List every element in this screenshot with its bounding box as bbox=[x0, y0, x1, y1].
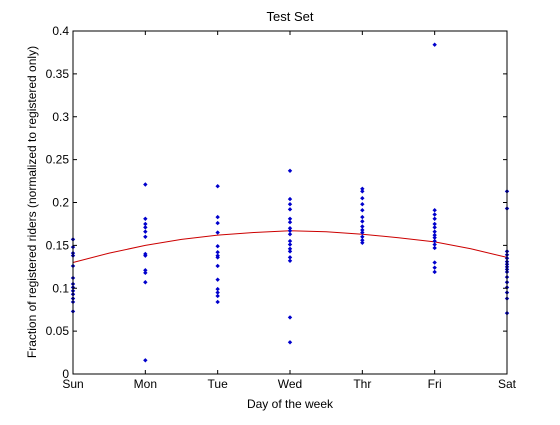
x-tick-label: Wed bbox=[278, 377, 302, 391]
data-point bbox=[287, 168, 293, 173]
data-point bbox=[215, 299, 220, 305]
data-point bbox=[360, 240, 365, 246]
data-point bbox=[143, 253, 148, 258]
y-tick-label: 0.2 bbox=[52, 196, 69, 210]
axes-layer: Sun Mon Tue Wed Thr Fri Sat 0 0.05 0.1 0.15 0.2 0.25… bbox=[46, 24, 517, 391]
data-point bbox=[432, 245, 437, 251]
y-tick-label: 0.4 bbox=[52, 24, 69, 38]
data-point bbox=[287, 255, 293, 260]
data-point bbox=[215, 250, 220, 255]
data-point bbox=[143, 358, 148, 363]
data-point bbox=[432, 238, 437, 244]
data-point bbox=[287, 216, 293, 221]
data-point bbox=[143, 234, 148, 239]
data-point bbox=[215, 286, 220, 292]
data-point bbox=[432, 216, 437, 221]
data-point bbox=[432, 232, 437, 238]
data-point bbox=[143, 280, 148, 285]
data-point bbox=[287, 315, 293, 320]
data-point bbox=[215, 230, 220, 235]
data-point bbox=[287, 238, 293, 244]
y-tick-label: 0.25 bbox=[46, 153, 70, 167]
data-point bbox=[432, 269, 437, 275]
data-point bbox=[432, 225, 437, 230]
y-tick-label: 0.1 bbox=[52, 281, 69, 295]
data-point bbox=[287, 196, 293, 202]
data-point bbox=[287, 202, 293, 207]
data-point bbox=[360, 234, 365, 239]
x-tick-label: Thr bbox=[353, 377, 371, 391]
data-point bbox=[360, 224, 365, 229]
data-point bbox=[360, 214, 365, 220]
chart-title: Test Set bbox=[267, 9, 314, 24]
data-point bbox=[215, 277, 220, 282]
data-point bbox=[287, 228, 293, 233]
data-point bbox=[360, 208, 365, 213]
data-point bbox=[360, 227, 365, 233]
data-point bbox=[360, 230, 365, 235]
data-point bbox=[287, 242, 293, 247]
data-point bbox=[215, 220, 220, 226]
data-point bbox=[287, 258, 293, 264]
data-point bbox=[215, 184, 220, 189]
points-layer bbox=[70, 42, 510, 363]
data-point bbox=[360, 196, 365, 201]
data-point bbox=[287, 249, 293, 254]
y-tick-label: 0.3 bbox=[52, 110, 69, 124]
data-point bbox=[215, 214, 220, 220]
y-tick-label: 0.05 bbox=[46, 324, 70, 338]
data-point bbox=[432, 229, 437, 234]
data-point bbox=[360, 186, 365, 191]
x-tick-label: Tue bbox=[208, 377, 229, 391]
data-point bbox=[432, 235, 437, 240]
data-point bbox=[215, 244, 220, 249]
data-point bbox=[143, 221, 148, 227]
data-point bbox=[432, 221, 437, 227]
data-point bbox=[215, 293, 220, 299]
data-point bbox=[287, 226, 293, 231]
data-point bbox=[360, 238, 365, 243]
data-point bbox=[143, 182, 148, 187]
data-point bbox=[143, 270, 148, 276]
x-tick-label: Sun bbox=[62, 377, 83, 391]
y-tick-label: 0 bbox=[62, 367, 69, 381]
x-tick-label: Mon bbox=[134, 377, 157, 391]
x-tick-label: Fri bbox=[428, 377, 442, 391]
data-point bbox=[143, 268, 148, 273]
x-axis-title: Day of the week bbox=[247, 397, 334, 411]
y-tick-label: 0.15 bbox=[46, 238, 70, 252]
data-point bbox=[287, 246, 293, 252]
data-point bbox=[432, 208, 437, 213]
data-point bbox=[360, 189, 365, 194]
data-point bbox=[287, 220, 293, 225]
y-axis-title: Fraction of registered riders (normalize… bbox=[25, 46, 39, 358]
data-point bbox=[432, 42, 437, 47]
data-point bbox=[143, 225, 148, 230]
data-point bbox=[432, 260, 437, 265]
data-point bbox=[287, 207, 293, 212]
y-tick-label: 0.35 bbox=[46, 67, 70, 81]
data-point bbox=[360, 202, 365, 207]
data-point bbox=[215, 263, 220, 269]
data-point bbox=[143, 229, 148, 234]
data-point bbox=[287, 232, 293, 237]
data-point bbox=[432, 212, 437, 217]
data-point bbox=[215, 255, 220, 260]
data-point bbox=[143, 216, 148, 221]
data-point bbox=[287, 340, 293, 345]
data-point bbox=[360, 219, 365, 224]
data-point bbox=[215, 290, 220, 295]
data-point bbox=[432, 242, 437, 247]
x-tick-label: Sat bbox=[498, 377, 517, 391]
data-point bbox=[432, 265, 437, 270]
